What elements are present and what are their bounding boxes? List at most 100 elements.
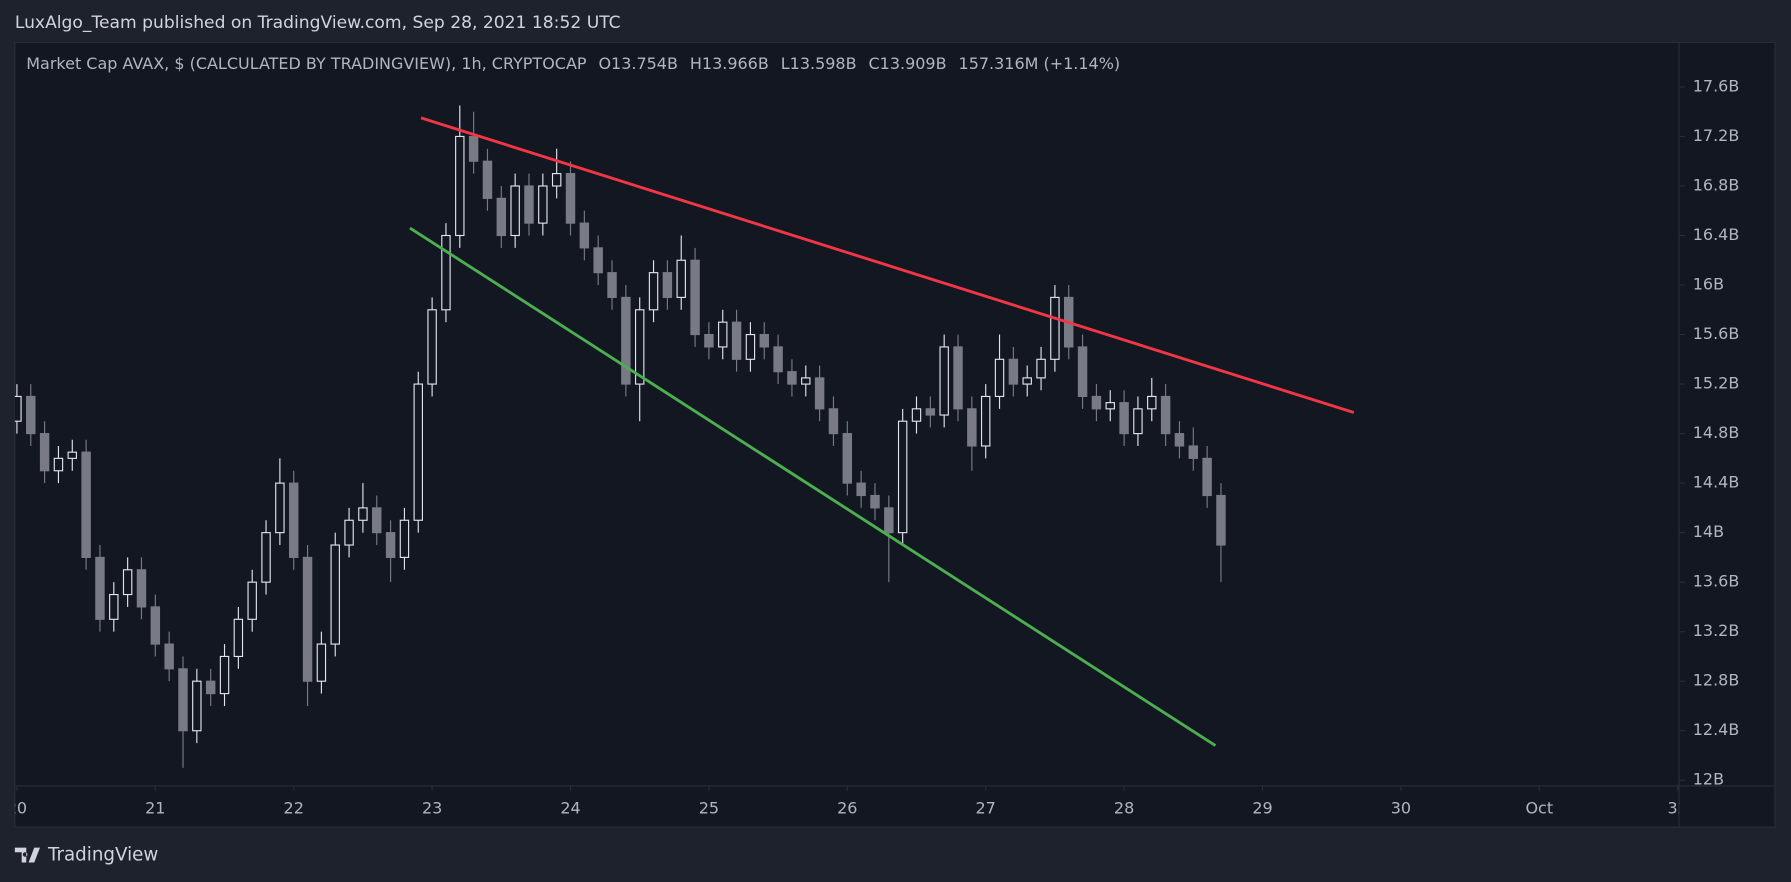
candle-body: [994, 358, 1005, 398]
candle-body: [690, 259, 700, 336]
candle-body: [856, 482, 866, 497]
x-tick-label: 30: [1391, 798, 1411, 817]
candle-body: [385, 532, 396, 558]
y-tick-label: 15.2B: [1693, 374, 1740, 393]
legend-open: O13.754B: [598, 54, 677, 73]
candle-body: [275, 482, 285, 534]
candle-body: [801, 377, 811, 385]
y-tick-label: 14.4B: [1693, 473, 1740, 492]
candle-body: [344, 519, 354, 546]
candle-body: [939, 346, 949, 416]
candle-body: [1008, 358, 1019, 385]
y-tick-label: 14.8B: [1693, 423, 1740, 442]
candle-body: [247, 581, 257, 620]
candle-body: [358, 507, 368, 521]
x-tick-label: 29: [1252, 798, 1272, 817]
trend-line: [409, 226, 1217, 747]
candle-body: [399, 519, 410, 558]
x-tick-label: 26: [837, 798, 857, 817]
time-axis: 20 21 22 23 24 25 26 27 28 29 30 Oct 32: [7, 785, 1679, 817]
candle-body: [233, 618, 244, 658]
candle-body: [205, 680, 216, 695]
x-tick-label: 20: [7, 798, 27, 817]
candle-body: [302, 556, 313, 682]
y-tick-label: 16.4B: [1693, 225, 1740, 244]
candle-body: [330, 544, 340, 645]
x-tick-label: 21: [145, 798, 165, 817]
candle-body: [676, 259, 686, 298]
candle-body: [551, 173, 562, 187]
candle-body: [980, 395, 991, 447]
candle-body: [1091, 395, 1102, 410]
plot: [14, 105, 1355, 768]
candle-body: [911, 408, 922, 422]
candle-body: [122, 569, 133, 596]
candle-body: [316, 643, 327, 682]
candle-body: [192, 680, 202, 732]
candle-body: [455, 135, 465, 237]
x-tick-label: 22: [284, 798, 304, 817]
publisher: LuxAlgo_Team published on TradingView.co…: [15, 13, 621, 33]
candle-body: [1022, 377, 1032, 385]
candle-body: [634, 309, 645, 385]
candle-body: [593, 247, 603, 274]
candle-body: [579, 222, 590, 249]
candle-body: [621, 296, 631, 385]
legend-close: C13.909B: [869, 54, 947, 73]
candle-body: [136, 569, 147, 608]
candle-body: [95, 556, 105, 620]
candle-body: [1188, 445, 1199, 459]
x-tick-label: 25: [699, 798, 719, 817]
candle-body: [1105, 402, 1115, 410]
y-tick-label: 12.8B: [1693, 671, 1740, 690]
y-tick-label: 13.2B: [1693, 621, 1740, 640]
candle-body: [372, 507, 382, 534]
candle-body: [704, 333, 714, 348]
candle-body: [1119, 402, 1129, 435]
x-tick-label: 28: [1114, 798, 1134, 817]
y-tick-label: 16B: [1693, 275, 1724, 294]
legend-high: H13.966B: [690, 54, 769, 73]
candle-body: [510, 185, 520, 237]
legend-change: 157.316M (+1.14%): [959, 54, 1121, 73]
tradingview-logo[interactable]: TradingView: [14, 845, 159, 866]
candle-body: [1050, 296, 1060, 360]
candle-body: [150, 606, 161, 645]
trend-line: [420, 116, 1355, 414]
candle-body: [842, 433, 853, 484]
candle-body: [759, 333, 769, 348]
candle-body: [828, 408, 839, 435]
y-tick-label: 16.8B: [1693, 175, 1740, 194]
candle-body: [413, 383, 423, 521]
candle-body: [1216, 494, 1226, 546]
legend-symbol: Market Cap AVAX, $ (CALCULATED BY TRADIN…: [26, 54, 587, 73]
candle-body: [731, 321, 742, 360]
candle-body: [648, 272, 659, 311]
candle-body: [53, 457, 64, 472]
candle-body: [870, 494, 880, 509]
y-tick-label: 14B: [1693, 522, 1724, 541]
x-tick-label: 27: [976, 798, 996, 817]
candle-body: [1133, 408, 1143, 435]
candle-body: [967, 408, 977, 447]
candle-body: [787, 371, 797, 385]
chart-panel: [14, 41, 1776, 828]
candle-body: [26, 395, 36, 435]
candle-body: [14, 395, 22, 422]
x-tick-label: Oct: [1525, 798, 1553, 817]
candle-body: [953, 346, 963, 410]
candle-body: [288, 482, 299, 558]
candle-body: [178, 668, 188, 732]
candle-body: [164, 643, 174, 670]
candle-body: [662, 272, 673, 298]
candle-body: [1202, 457, 1212, 497]
candle-body: [745, 333, 756, 360]
legend-low: L13.598B: [781, 54, 857, 73]
candle-body: [81, 451, 91, 558]
candle-body: [897, 420, 908, 534]
candle-body: [773, 346, 783, 373]
candle-body: [109, 593, 119, 620]
candle-body: [1036, 358, 1046, 379]
candle-body: [1160, 395, 1171, 435]
